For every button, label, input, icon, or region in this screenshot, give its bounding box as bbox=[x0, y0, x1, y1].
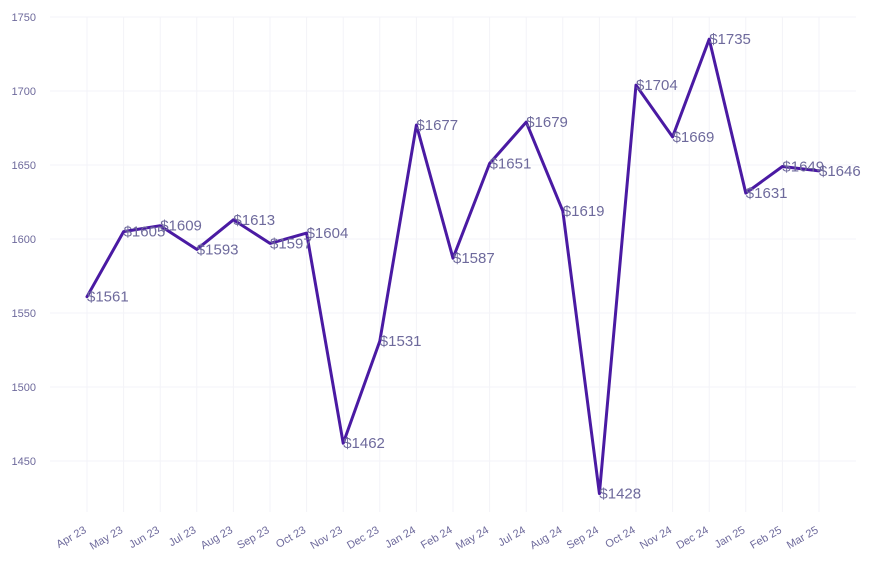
data-label: $1651 bbox=[490, 156, 532, 173]
data-label: $1609 bbox=[160, 218, 202, 235]
x-tick-label: Jan 25 bbox=[713, 524, 748, 551]
x-tick-label: Jun 23 bbox=[127, 524, 162, 551]
y-tick-label: 1650 bbox=[12, 160, 36, 172]
x-tick-label: May 23 bbox=[88, 524, 125, 552]
data-label: $1597 bbox=[270, 235, 312, 252]
data-label: $1593 bbox=[197, 241, 239, 258]
y-tick-label: 1500 bbox=[12, 382, 36, 394]
y-tick-label: 1550 bbox=[12, 308, 36, 320]
y-tick-label: 1450 bbox=[12, 456, 36, 468]
x-tick-label: Sep 23 bbox=[235, 524, 271, 552]
data-label: $1735 bbox=[709, 31, 751, 48]
data-label: $1677 bbox=[416, 117, 458, 134]
y-tick-label: 1700 bbox=[12, 86, 36, 98]
x-tick-label: Nov 23 bbox=[309, 524, 345, 552]
x-tick-label: May 24 bbox=[454, 524, 491, 552]
data-label: $1605 bbox=[124, 224, 166, 241]
x-tick-label: Jul 23 bbox=[167, 524, 198, 549]
x-tick-label: Oct 24 bbox=[603, 524, 637, 551]
data-label: $1619 bbox=[563, 203, 605, 220]
x-tick-label: Nov 24 bbox=[638, 524, 674, 552]
data-label: $1631 bbox=[746, 185, 788, 202]
data-label: $1704 bbox=[636, 77, 678, 94]
x-tick-label: Jul 24 bbox=[496, 524, 527, 549]
data-label: $1679 bbox=[526, 114, 568, 131]
data-label: $1649 bbox=[782, 158, 824, 175]
y-tick-label: 1600 bbox=[12, 234, 36, 246]
x-tick-label: Apr 23 bbox=[54, 524, 88, 551]
x-tick-label: Dec 23 bbox=[345, 524, 381, 552]
series-layer bbox=[85, 37, 821, 496]
grid-layer bbox=[50, 16, 856, 512]
x-tick-label: Aug 24 bbox=[528, 524, 564, 552]
series-line bbox=[85, 37, 821, 496]
x-tick-label: Jan 24 bbox=[383, 524, 418, 551]
x-tick-label: Mar 25 bbox=[785, 524, 821, 552]
x-tick-label: Sep 24 bbox=[565, 524, 601, 552]
data-label: $1604 bbox=[307, 225, 349, 242]
y-tick-label: 1750 bbox=[12, 12, 36, 24]
y-axis: 1450 1500 1550 1600 1650 1700 1750 bbox=[12, 12, 36, 468]
data-label: $1428 bbox=[599, 486, 641, 503]
data-label: $1587 bbox=[453, 250, 495, 267]
x-tick-label: Feb 24 bbox=[419, 524, 455, 552]
data-label: $1531 bbox=[380, 333, 422, 350]
data-label-layer: $1561 $1605$1609 $1593 $1613 $1597$1604 $1462… bbox=[87, 31, 861, 502]
x-tick-label: Oct 23 bbox=[274, 524, 308, 551]
data-label: $1613 bbox=[233, 212, 275, 229]
x-tick-label: Aug 23 bbox=[199, 524, 235, 552]
x-tick-label: Dec 24 bbox=[675, 524, 711, 552]
data-label: $1669 bbox=[673, 129, 715, 146]
x-tick-label: Feb 25 bbox=[748, 524, 784, 552]
x-axis: Apr 23 May 23 Jun 23 Jul 23 Aug 23 Sep 23 Oct … bbox=[54, 524, 820, 552]
data-label: $1561 bbox=[87, 289, 129, 306]
data-label: $1646 bbox=[819, 163, 861, 180]
data-label: $1462 bbox=[343, 435, 385, 452]
